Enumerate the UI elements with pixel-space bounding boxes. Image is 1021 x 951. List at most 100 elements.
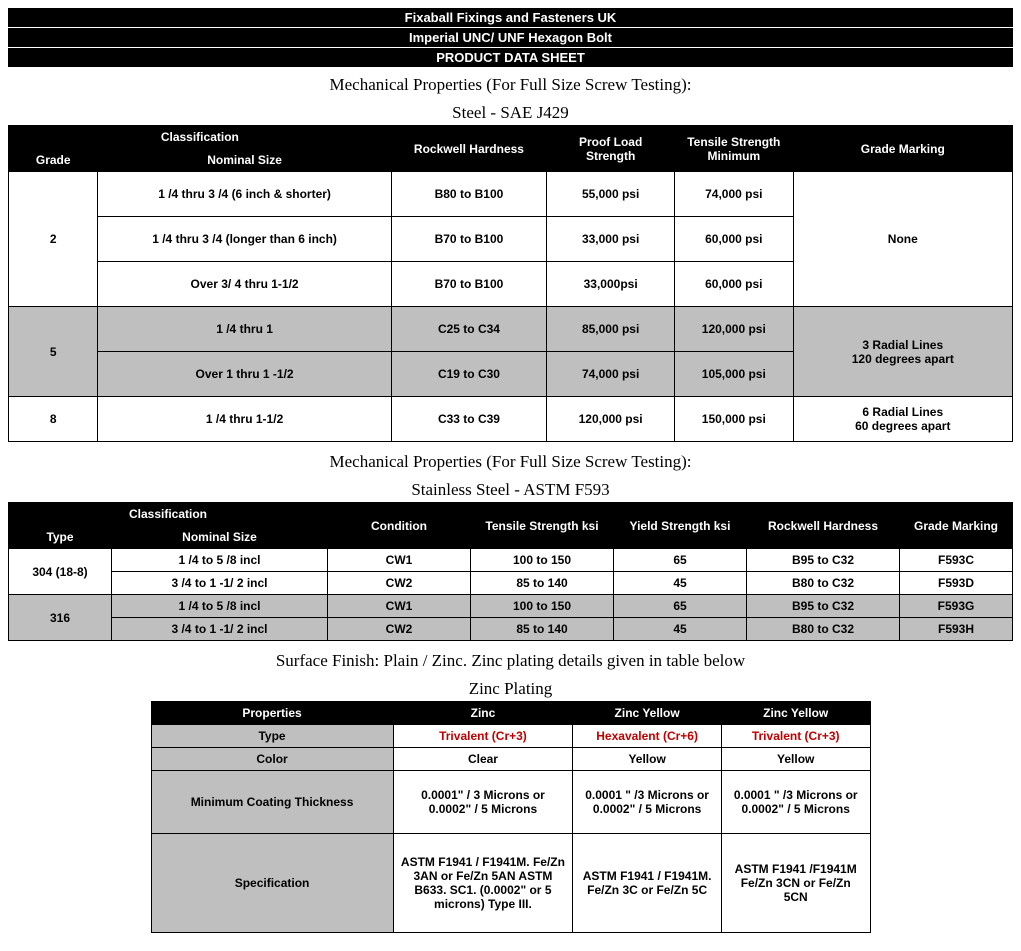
cell-rockwell: C19 to C30 — [391, 352, 547, 397]
stainless-table: Classification Condition Tensile Strengt… — [8, 502, 1013, 641]
th-tensile: Tensile Strength ksi — [471, 503, 614, 549]
th-grade: Grade — [9, 149, 98, 172]
steel-title-2: Steel - SAE J429 — [8, 103, 1013, 123]
cell-zinc: ASTM F1941 / F1941M. Fe/Zn 3AN or Fe/Zn … — [393, 834, 573, 933]
table-row: Type Trivalent (Cr+3) Hexavalent (Cr+6) … — [151, 725, 870, 748]
cell-rockwell: C25 to C34 — [391, 307, 547, 352]
cell-rockwell: B70 to B100 — [391, 262, 547, 307]
ss-title-1: Mechanical Properties (For Full Size Scr… — [8, 452, 1013, 472]
marking-line-2: 60 degrees apart — [855, 419, 950, 433]
cell-marking: 6 Radial Lines 60 degrees apart — [793, 397, 1012, 442]
cell-yield: 45 — [614, 572, 747, 595]
table-row: 5 1 /4 thru 1 C25 to C34 85,000 psi 120,… — [9, 307, 1013, 352]
zinc-title-1: Surface Finish: Plain / Zinc. Zinc plati… — [8, 651, 1013, 671]
th-rockwell: Rockwell Hardness — [747, 503, 900, 549]
cell-tensile: 60,000 psi — [675, 262, 794, 307]
th-marking: Grade Marking — [793, 126, 1012, 172]
table-row: Minimum Coating Thickness 0.0001" / 3 Mi… — [151, 771, 870, 834]
cell-rockwell: C33 to C39 — [391, 397, 547, 442]
cell-condition: CW1 — [328, 549, 471, 572]
th-proof: Proof Load Strength — [547, 126, 675, 172]
marking-line-1: 3 Radial Lines — [862, 338, 943, 352]
cell-zinc-yellow-2: 0.0001 " /3 Microns or 0.0002" / 5 Micro… — [721, 771, 870, 834]
cell-tensile: 74,000 psi — [675, 172, 794, 217]
th-condition: Condition — [328, 503, 471, 549]
cell-grade: 2 — [9, 172, 98, 307]
cell-zinc-yellow-2: ASTM F1941 /F1941M Fe/Zn 3CN or Fe/Zn 5C… — [721, 834, 870, 933]
table-row: 8 1 /4 thru 1-1/2 C33 to C39 120,000 psi… — [9, 397, 1013, 442]
cell-zinc: 0.0001" / 3 Microns or 0.0002" / 5 Micro… — [393, 771, 573, 834]
cell-nominal: 1 /4 thru 3 /4 (6 inch & shorter) — [98, 172, 391, 217]
steel-table: Classification Rockwell Hardness Proof L… — [8, 125, 1013, 442]
table-row: Color Clear Yellow Yellow — [151, 748, 870, 771]
cell-rockwell: B70 to B100 — [391, 217, 547, 262]
cell-marking: F593G — [900, 595, 1013, 618]
th-zinc: Zinc — [393, 702, 573, 725]
cell-nominal: 3 /4 to 1 -1/ 2 incl — [112, 572, 328, 595]
cell-label: Type — [151, 725, 393, 748]
cell-tensile: 85 to 140 — [471, 618, 614, 641]
th-classification: Classification — [9, 126, 392, 149]
zinc-title-2: Zinc Plating — [8, 679, 1013, 699]
header-company: Fixaball Fixings and Fasteners UK — [8, 8, 1013, 27]
cell-zinc-yellow-2: Yellow — [721, 748, 870, 771]
cell-tensile: 85 to 140 — [471, 572, 614, 595]
th-zinc-yellow-2: Zinc Yellow — [721, 702, 870, 725]
cell-tensile: 100 to 150 — [471, 549, 614, 572]
cell-tensile: 120,000 psi — [675, 307, 794, 352]
table-row: 2 1 /4 thru 3 /4 (6 inch & shorter) B80 … — [9, 172, 1013, 217]
cell-nominal: 3 /4 to 1 -1/ 2 incl — [112, 618, 328, 641]
cell-zinc-yellow-1: Hexavalent (Cr+6) — [573, 725, 722, 748]
ss-title-2: Stainless Steel - ASTM F593 — [8, 480, 1013, 500]
cell-proof: 85,000 psi — [547, 307, 675, 352]
cell-rockwell: B95 to C32 — [747, 549, 900, 572]
cell-grade: 8 — [9, 397, 98, 442]
cell-proof: 33,000 psi — [547, 217, 675, 262]
cell-yield: 65 — [614, 549, 747, 572]
cell-proof: 55,000 psi — [547, 172, 675, 217]
cell-yield: 65 — [614, 595, 747, 618]
cell-tensile: 100 to 150 — [471, 595, 614, 618]
cell-proof: 74,000 psi — [547, 352, 675, 397]
cell-marking: F593H — [900, 618, 1013, 641]
table-row: Specification ASTM F1941 / F1941M. Fe/Zn… — [151, 834, 870, 933]
cell-marking: F593D — [900, 572, 1013, 595]
th-type: Type — [9, 526, 112, 549]
cell-tensile: 105,000 psi — [675, 352, 794, 397]
cell-nominal: 1 /4 thru 1-1/2 — [98, 397, 391, 442]
cell-zinc-yellow-1: Yellow — [573, 748, 722, 771]
th-nominal: Nominal Size — [112, 526, 328, 549]
cell-zinc-yellow-2: Trivalent (Cr+3) — [721, 725, 870, 748]
cell-nominal: Over 3/ 4 thru 1-1/2 — [98, 262, 391, 307]
cell-nominal: Over 1 thru 1 -1/2 — [98, 352, 391, 397]
cell-label: Color — [151, 748, 393, 771]
zinc-table: Properties Zinc Zinc Yellow Zinc Yellow … — [151, 701, 871, 933]
cell-type: 304 (18-8) — [9, 549, 112, 595]
steel-title-1: Mechanical Properties (For Full Size Scr… — [8, 75, 1013, 95]
cell-rockwell: B95 to C32 — [747, 595, 900, 618]
cell-nominal: 1 /4 to 5 /8 incl — [112, 549, 328, 572]
cell-nominal: 1 /4 thru 3 /4 (longer than 6 inch) — [98, 217, 391, 262]
marking-line-2: 120 degrees apart — [852, 352, 954, 366]
cell-zinc: Clear — [393, 748, 573, 771]
th-yield: Yield Strength ksi — [614, 503, 747, 549]
cell-condition: CW2 — [328, 618, 471, 641]
th-rockwell: Rockwell Hardness — [391, 126, 547, 172]
cell-marking: None — [793, 172, 1012, 307]
cell-rockwell: B80 to C32 — [747, 618, 900, 641]
cell-condition: CW2 — [328, 572, 471, 595]
cell-zinc-yellow-1: ASTM F1941 / F1941M. Fe/Zn 3C or Fe/Zn 5… — [573, 834, 722, 933]
th-tensile: Tensile Strength Minimum — [675, 126, 794, 172]
th-nominal: Nominal Size — [98, 149, 391, 172]
cell-tensile: 60,000 psi — [675, 217, 794, 262]
cell-marking: F593C — [900, 549, 1013, 572]
table-row: 3 /4 to 1 -1/ 2 incl CW2 85 to 140 45 B8… — [9, 618, 1013, 641]
header-sheet: PRODUCT DATA SHEET — [8, 48, 1013, 67]
cell-rockwell: B80 to B100 — [391, 172, 547, 217]
cell-marking: 3 Radial Lines 120 degrees apart — [793, 307, 1012, 397]
cell-label: Specification — [151, 834, 393, 933]
th-zinc-yellow-1: Zinc Yellow — [573, 702, 722, 725]
cell-grade: 5 — [9, 307, 98, 397]
cell-tensile: 150,000 psi — [675, 397, 794, 442]
cell-type: 316 — [9, 595, 112, 641]
